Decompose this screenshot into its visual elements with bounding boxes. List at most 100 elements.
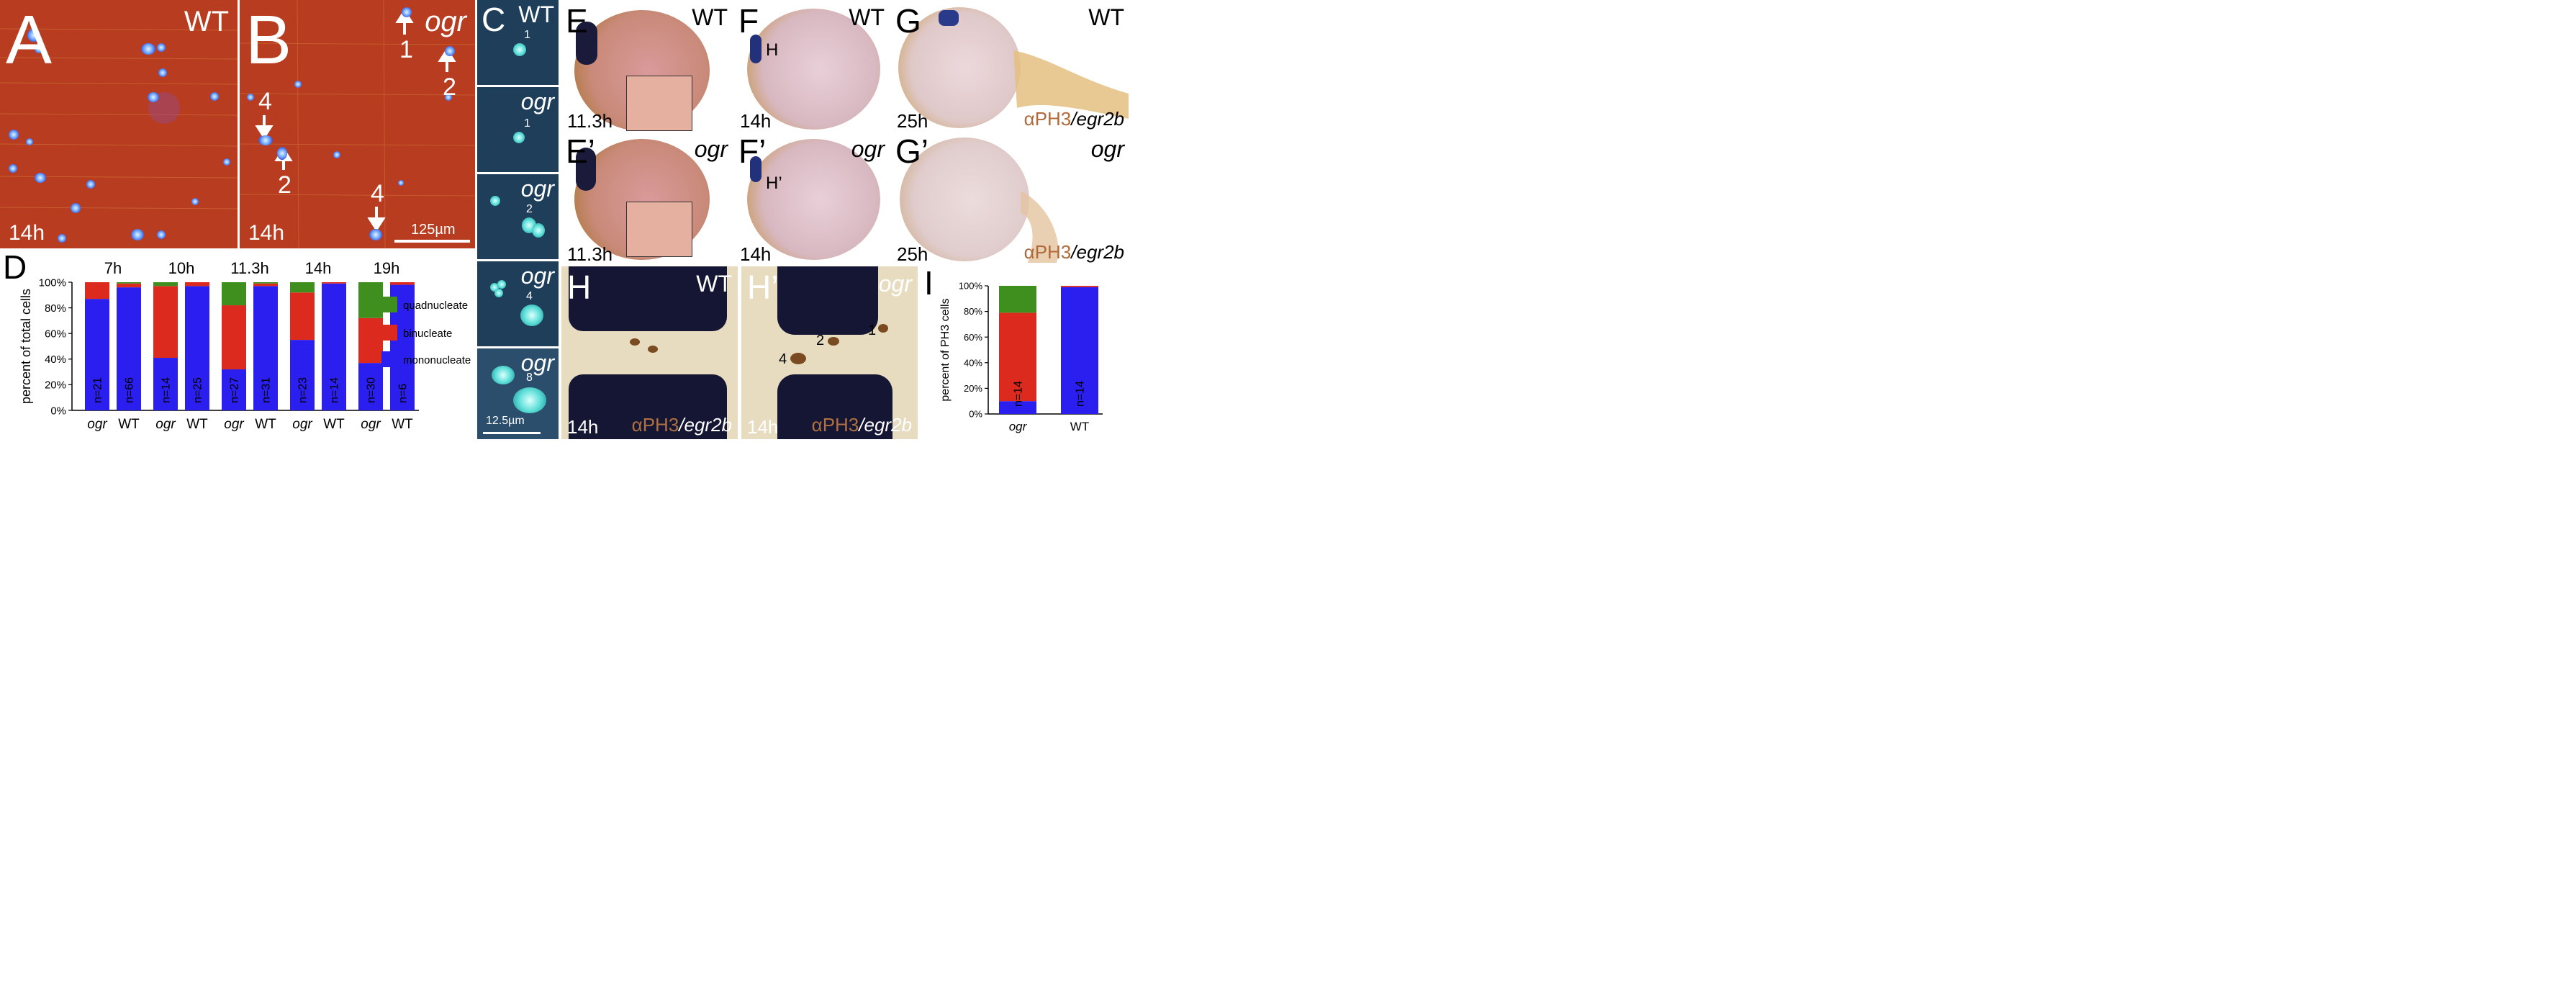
legend-swatch-mononucleate [381,351,397,367]
bar-segment-mononucleate [999,401,1036,414]
stain-band [777,266,878,335]
panel-h-micrograph: H WT 14h αPH3/egr2b [561,266,738,439]
legend-label: mononucleate [403,354,471,366]
group-label: 14h [305,259,332,277]
bar-segment-mononucleate [222,369,246,410]
y-tick-label: 80% [45,302,66,315]
stain-band [569,266,727,331]
scale-bar [394,240,470,243]
panel-label: G [895,2,921,40]
time-label: 14h [9,221,45,245]
x-tick-label: ogr [224,417,244,432]
n-label: n=23 [297,377,309,403]
panel-d-chart: D 0% 20% 40% 60% 80% 100% percent of total cel… [0,251,476,439]
time-label: 25h [897,110,928,132]
bar-segment-mononucleate [290,340,315,410]
panel-label: F [738,2,759,40]
panel-label: D [3,251,27,286]
time-label: 14h [740,110,772,132]
panel-h2-micrograph: 2 1 4 H’ ogr 14h αPH3/egr2b [741,266,918,439]
stain-label: αPH3/egr2b [1023,241,1124,263]
x-tick-label: WT [1070,420,1089,433]
inset-box [626,202,692,257]
bar-segment-quadnucleate [222,282,246,306]
n-label: n=14 [1013,381,1025,407]
x-tick-label: ogr [361,417,381,432]
panel-label: E [566,2,588,40]
bar-segment-mononucleate [185,286,209,410]
stain-label: αPH3/egr2b [811,414,912,436]
panel-label: I [924,266,934,302]
legend-label: binucleate [403,328,452,340]
stain-band [569,374,727,439]
scale-bar [483,432,541,434]
n-label: n=21 [92,377,104,403]
panel-label: A [6,1,53,78]
nucleus-count: 1 [524,117,530,130]
stain-patch [750,35,761,63]
genotype-label: ogr [520,263,554,289]
bar-segment-quadnucleate [253,282,278,284]
panel-c-row-ogr-1: ogr 1 [477,87,559,172]
stain-label: αPH3/egr2b [1023,108,1124,130]
panel-label: B [245,1,292,78]
x-tick-label: WT [323,417,345,432]
panel-a-micrograph: A WT 14h [0,0,238,248]
legend-swatch-quadnucleate [381,297,397,312]
time-label: 11.3h [567,110,613,132]
genotype-label: ogr [520,350,554,376]
stain-band [777,374,892,439]
arrow-label: 2 [278,171,292,199]
n-label: n=31 [261,377,273,403]
bar-segment-binucleate [1061,286,1098,287]
arrow-label: 1 [399,36,413,63]
y-tick-label: 100% [959,281,983,292]
genotype-label: WT [692,4,728,30]
bar-segment-binucleate [253,283,278,287]
group-label: 10h [168,259,195,277]
bar-segment-quadnucleate [290,282,315,293]
nucleus-count: 4 [526,290,533,302]
genotype-label: WT [184,6,229,37]
time-label: 14h [567,416,599,438]
n-label: n=30 [366,377,378,403]
tail-shape [1021,191,1059,263]
panel-label: E’ [566,133,595,170]
y-tick-label: 60% [45,328,66,340]
genotype-label: WT [696,271,732,297]
panel-g-embryo: G WT 25h αPH3/egr2b [891,0,1129,132]
panel-i-chart: I 0% 20% 40% 60% 80% 100% percent of PH3 cells… [920,266,1130,439]
x-tick-label: WT [118,417,140,432]
y-tick-label: 80% [964,306,982,317]
bar-segment-binucleate [999,312,1036,402]
n-label: n=14 [1075,381,1087,407]
time-label: 14h [248,221,285,245]
time-label: 11.3h [567,243,613,265]
n-label: n=66 [124,377,136,403]
x-tick-label: ogr [292,417,312,432]
bar-segment-quadnucleate [999,286,1036,313]
inner-label: H [766,40,779,60]
bar-segment-mononucleate [1061,287,1098,414]
y-tick-label: 20% [964,383,982,394]
genotype-label: ogr [520,89,554,114]
panel-c-row-ogr-8: ogr 8 12.5µm [477,348,559,439]
y-tick-label: 40% [45,353,66,366]
bar-segment-mononucleate [253,286,278,410]
n-label: n=25 [192,377,204,403]
bar-segment-binucleate [153,286,178,359]
panel-e2-embryo: E’ ogr 11.3h [561,133,732,265]
panel-label: G’ [895,133,928,170]
tail-shape [1013,50,1129,119]
genotype-label: ogr [425,6,466,37]
genotype-label: WT [518,1,554,27]
stain-label: αPH3/egr2b [631,414,732,436]
legend-label: quadnucleate [403,299,468,312]
y-tick-label: 60% [964,332,982,343]
x-tick-label: WT [392,417,413,432]
inset-box [626,76,692,131]
time-label: 14h [747,416,779,438]
bar-segment-binucleate [358,317,383,364]
nucleus-count: 2 [526,203,533,215]
panel-c-row-ogr-4: ogr 4 [477,261,559,346]
